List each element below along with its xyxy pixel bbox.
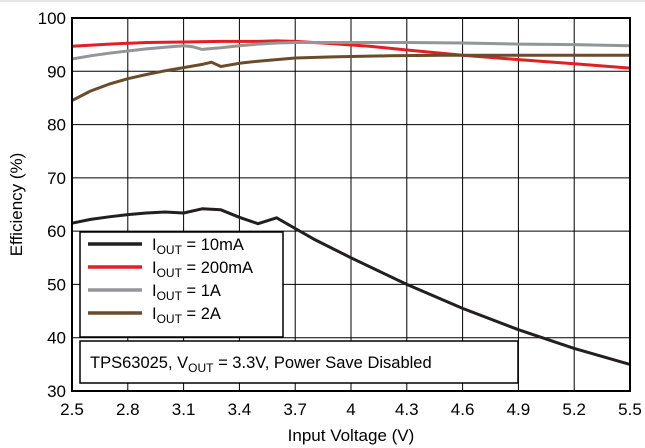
series-line-1A xyxy=(71,41,631,61)
legend-label: IOUT = 10mA xyxy=(152,236,244,257)
x-tick-label: 2.5 xyxy=(60,400,84,419)
y-tick-label: 100 xyxy=(38,9,66,28)
y-tick-label: 90 xyxy=(47,62,66,81)
y-tick-label: 40 xyxy=(47,329,66,348)
x-tick-label: 5.2 xyxy=(562,400,586,419)
x-tick-label: 3.7 xyxy=(283,400,307,419)
annotation-box: TPS63025, VOUT = 3.3V, Power Save Disabl… xyxy=(79,340,519,384)
y-tick-label: 50 xyxy=(47,275,66,294)
x-tick-label: 3.4 xyxy=(228,400,252,419)
legend-label: IOUT = 200mA xyxy=(152,259,253,280)
series-line-2A xyxy=(71,53,630,102)
x-tick-label: 4 xyxy=(346,400,355,419)
annotation-text: TPS63025, VOUT = 3.3V, Power Save Disabl… xyxy=(90,354,432,375)
series-line-10mA xyxy=(71,207,631,366)
series-layer xyxy=(71,39,631,366)
annotation-frame xyxy=(79,340,519,384)
x-tick-label: 3.1 xyxy=(172,400,196,419)
legend-label: IOUT = 2A xyxy=(152,305,221,326)
legend-item-10mA: IOUT = 10mA xyxy=(88,236,244,257)
x-tick-label: 2.8 xyxy=(116,400,140,419)
x-tick-label: 5.5 xyxy=(618,400,642,419)
legend-label: IOUT = 1A xyxy=(152,282,221,303)
x-tick-label: 4.6 xyxy=(451,400,475,419)
y-tick-label: 30 xyxy=(47,382,66,401)
legend-item-200mA: IOUT = 200mA xyxy=(88,259,253,280)
x-tick-labels: 2.5 2.8 3.1 3.4 3.7 4 4.3 4.6 4.9 5.2 5.5 xyxy=(60,400,642,419)
legend-box xyxy=(79,231,284,338)
legend-item-2A: IOUT = 2A xyxy=(88,305,221,326)
y-tick-label: 70 xyxy=(47,169,66,188)
legend-item-1A: IOUT = 1A xyxy=(88,282,221,303)
y-axis-title: Efficiency (%) xyxy=(7,153,26,257)
y-tick-label: 60 xyxy=(47,222,66,241)
y-tick-label: 80 xyxy=(47,116,66,135)
x-tick-label: 4.9 xyxy=(507,400,531,419)
x-tick-label: 4.3 xyxy=(395,400,419,419)
y-tick-labels: 30 40 50 60 70 80 90 100 xyxy=(38,9,66,401)
plot-frame xyxy=(71,17,631,392)
x-axis-title: Input Voltage (V) xyxy=(288,426,415,445)
